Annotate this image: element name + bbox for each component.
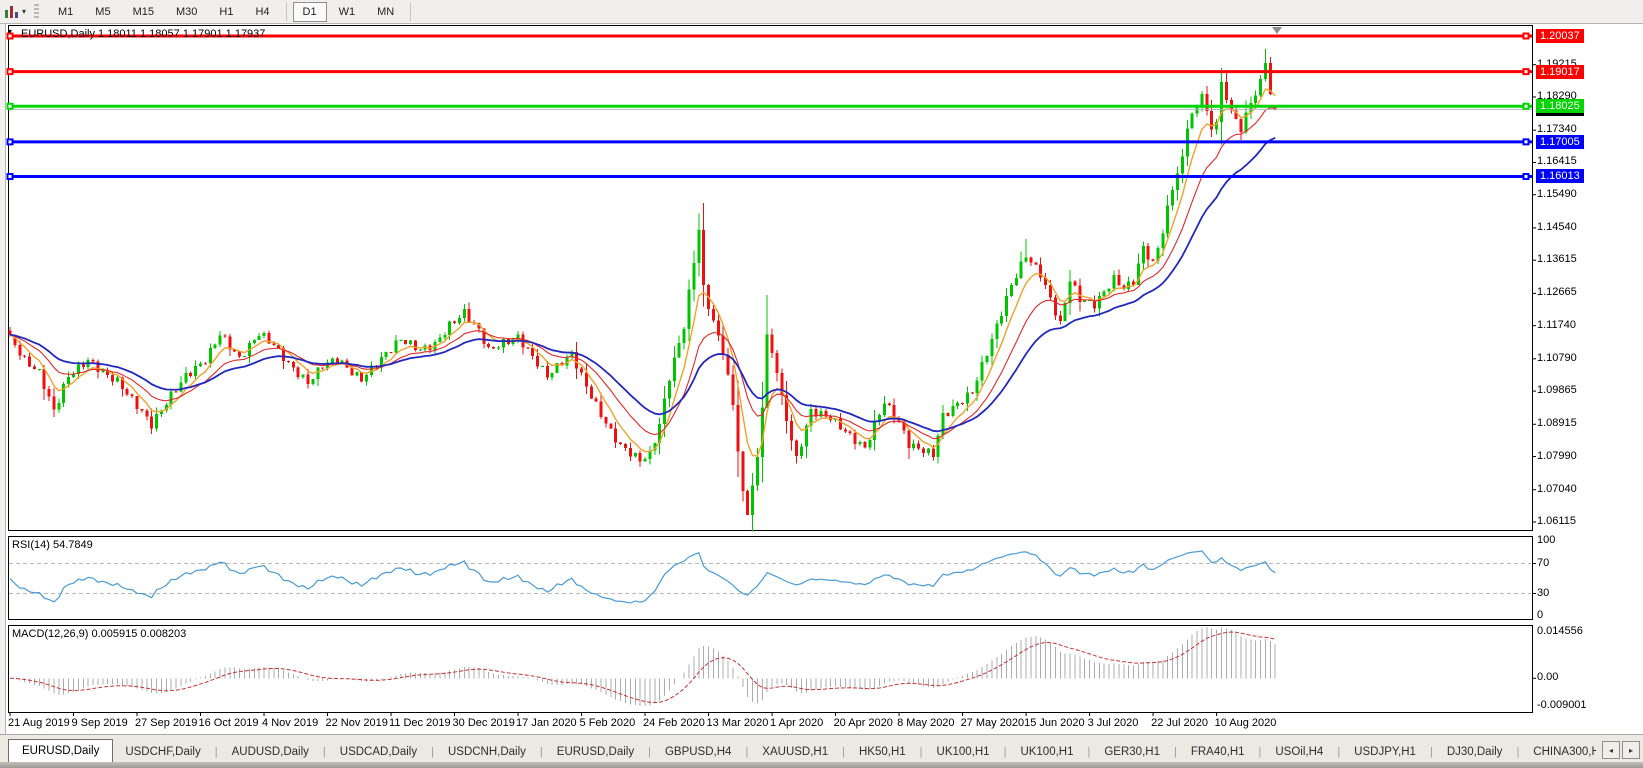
tab-separator: | [539, 746, 543, 758]
tab-separator: | [1173, 746, 1177, 758]
tab-ger30-h1[interactable]: GER30,H1 [1104, 746, 1160, 758]
timeframe-button-m30[interactable]: M30 [175, 5, 198, 18]
tab-eurusd-daily[interactable]: EURUSD,Daily [556, 746, 635, 758]
tab-uk100-h1[interactable]: UK100,H1 [1020, 746, 1074, 758]
tab-separator: | [322, 746, 326, 758]
tab-scroll-right-button[interactable]: ▸ [1622, 741, 1640, 759]
timeframe-button-d1[interactable]: D1 [292, 1, 327, 22]
timeframe-button-h1[interactable]: H1 [219, 5, 234, 18]
timeframe-button-m15[interactable]: M15 [132, 5, 154, 18]
timeframe-buttons: M1 M5 M15 M30 H1 H4 D1 W1 MN [47, 0, 416, 23]
toolbar-separator [410, 2, 412, 21]
tab-usdchf-daily[interactable]: USDCHF,Daily [125, 746, 201, 758]
window-bottom-edge [0, 762, 1643, 768]
tab-dj30-daily[interactable]: DJ30,Daily [1446, 746, 1503, 758]
chart-tool-button[interactable]: ▾ [0, 0, 32, 23]
tab-separator: | [1429, 746, 1433, 758]
tab-separator: | [431, 746, 434, 758]
tab-fra40-h1[interactable]: FRA40,H1 [1190, 746, 1245, 758]
window-left-edge [0, 23, 6, 734]
tab-separator: | [842, 746, 845, 758]
chevron-down-icon: ▾ [22, 7, 27, 16]
tab-separator: | [648, 746, 651, 758]
tab-gbpusd-h4[interactable]: GBPUSD,H4 [664, 746, 732, 758]
tab-usdcad-daily[interactable]: USDCAD,Daily [339, 746, 418, 758]
tab-audusd-daily[interactable]: AUDUSD,Daily [231, 746, 309, 758]
tab-separator: | [214, 746, 218, 758]
tab-separator: | [1003, 746, 1007, 758]
tab-separator: | [1258, 746, 1262, 758]
tab-xauusd-h1[interactable]: XAUUSD,H1 [762, 746, 829, 758]
tab-hk50-h1[interactable]: HK50,H1 [858, 746, 906, 758]
tab-uk100-h1[interactable]: UK100,H1 [936, 746, 990, 758]
symbol-tab-bar: EURUSD,Daily USDCHF,Daily | AUDUSD,Daily | US… [0, 734, 1643, 763]
tab-separator: | [1516, 746, 1520, 758]
tab-separator: | [745, 746, 749, 758]
toolbar-drag-grip[interactable] [34, 4, 40, 19]
tab-china300-h1[interactable]: CHINA300,H1 [1533, 746, 1596, 758]
tab-separator: | [1087, 746, 1091, 758]
tab-usoil-h4[interactable]: USOil,H4 [1275, 746, 1324, 758]
tab-scroll-buttons: ◂ ▸ [1596, 741, 1643, 763]
timeframe-button-w1[interactable]: W1 [338, 5, 356, 18]
symbol-tabs: EURUSD,Daily USDCHF,Daily | AUDUSD,Daily | US… [0, 735, 1596, 763]
timeframe-button-m1[interactable]: M1 [58, 5, 74, 18]
toolbar-separator [285, 2, 287, 21]
tab-separator: | [1337, 746, 1341, 758]
bar-chart-icon [4, 5, 20, 19]
tab-usdcnh-daily[interactable]: USDCNH,Daily [447, 746, 526, 758]
timeframe-toolbar: ▾ M1 M5 M15 M30 H1 H4 D1 W1 MN [0, 0, 1643, 24]
tab-usdjpy-h1[interactable]: USDJPY,H1 [1354, 746, 1416, 758]
timeframe-button-m5[interactable]: M5 [95, 5, 111, 18]
tab-separator: | [919, 746, 923, 758]
timeframe-button-mn[interactable]: MN [377, 5, 395, 18]
tab-eurusd-daily[interactable]: EURUSD,Daily [8, 739, 114, 763]
timeframe-button-h4[interactable]: H4 [255, 5, 270, 18]
tab-scroll-left-button[interactable]: ◂ [1602, 741, 1620, 759]
